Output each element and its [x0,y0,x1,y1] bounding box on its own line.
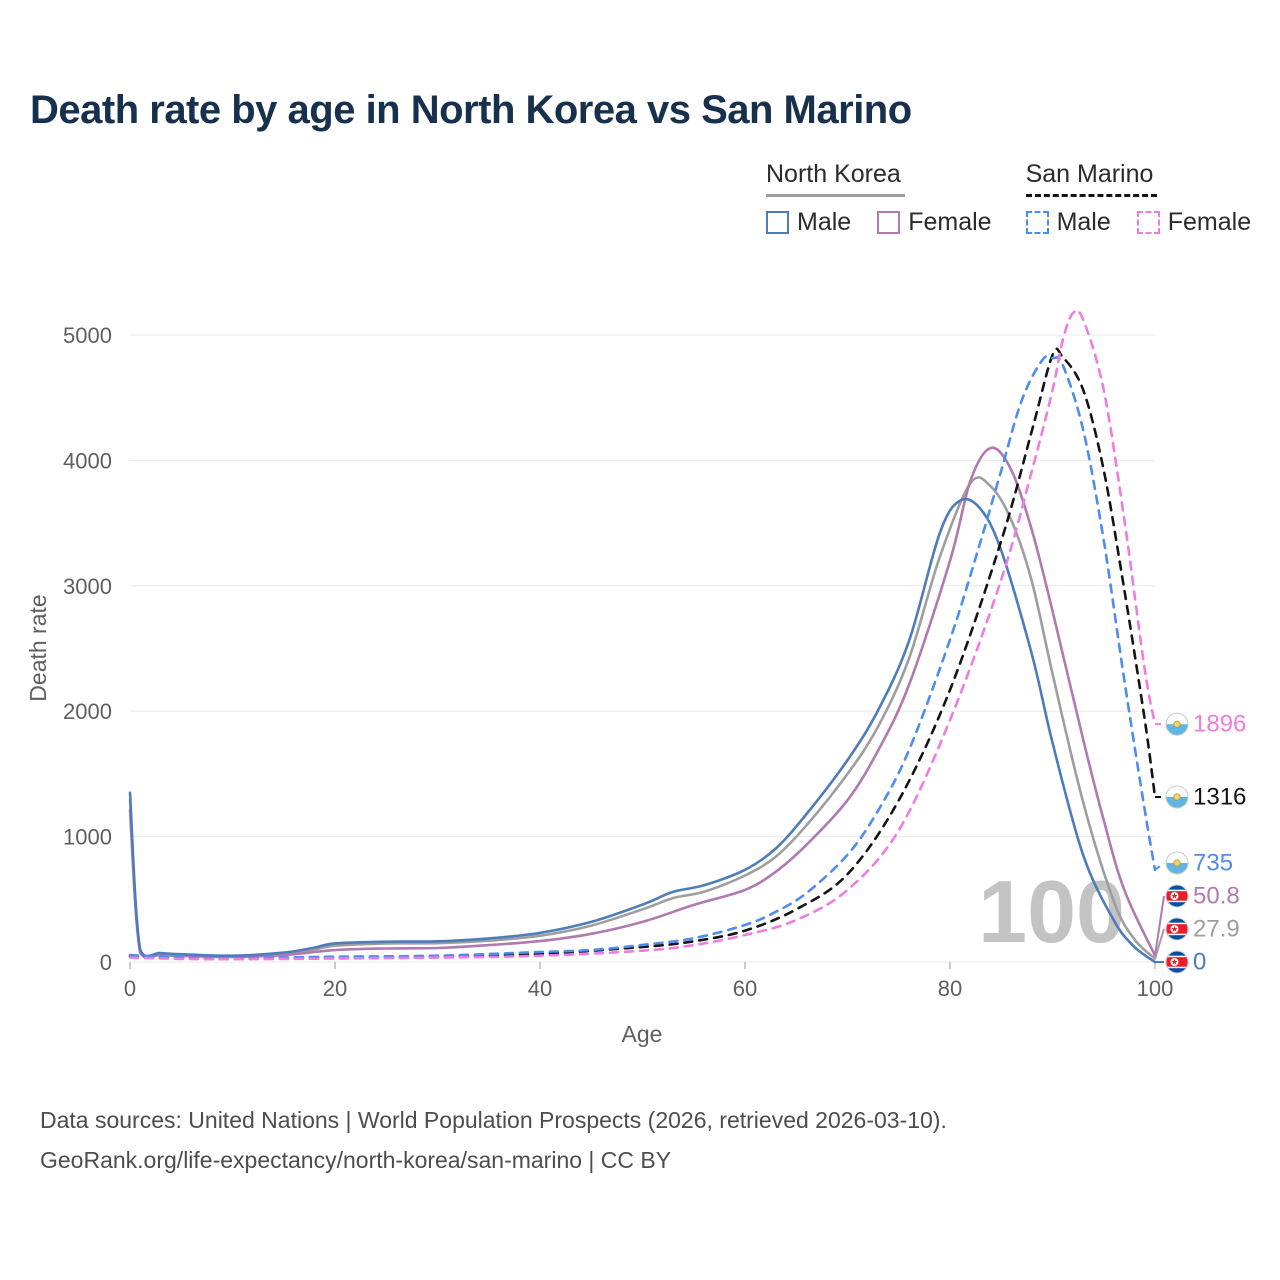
x-tick-label: 0 [124,976,136,1001]
x-tick-label: 60 [733,976,757,1001]
x-tick-label: 80 [938,976,962,1001]
death-rate-chart: 0 1000 2000 3000 4000 5000 0 20 40 60 80 100 100 Ag… [25,309,1246,1047]
end-label-value-san-marino-total: 1316 [1193,783,1246,810]
legend-label-north-korea-female: Female [908,208,992,236]
flag-icon-san-marino [1165,785,1189,809]
flag-icon-north-korea [1165,884,1189,908]
y-axis-label: Death rate [25,594,51,701]
legend-item-san-marino-male[interactable]: Male [1025,208,1111,237]
legend-label-north-korea-male: Male [797,208,852,236]
x-axis-label: Age [622,1021,663,1047]
legend-label-san-marino-female: Female [1167,208,1252,236]
series-line-north-korea-male [128,497,1157,964]
end-label-value-san-marino-male: 735 [1193,850,1233,877]
legend-item-san-marino-female[interactable]: Female [1136,208,1252,237]
annotation-layer: 0 27.9 50.8 735 1316 1896 [1154,711,1246,976]
end-label-value-north-korea-male: 0 [1193,949,1206,976]
legend: North Korea Male Female San Marino Male [766,160,1251,237]
end-label-connector-san-marino-male [1154,862,1165,871]
legend-label-san-marino-male: Male [1056,208,1111,236]
x-tick-label: 20 [323,976,347,1001]
legend-swatch-north-korea-male [766,211,789,234]
end-label-connector-north-korea-total [1154,928,1165,959]
end-label-connector-north-korea-female [1154,895,1165,956]
footer-attribution[interactable]: GeoRank.org/life-expectancy/north-korea/… [40,1147,672,1173]
grid-layer: 0 1000 2000 3000 4000 5000 0 20 40 60 80 100 [63,323,1173,1001]
x-tick-label: 100 [1137,976,1174,1001]
y-tick-label: 2000 [63,699,112,724]
series-layer [128,309,1157,964]
page-title: Death rate by age in North Korea vs San … [30,88,912,132]
x-tick-label: 40 [528,976,552,1001]
age-watermark: 100 [978,862,1125,961]
legend-group-north-korea: North Korea Male Female [766,160,992,237]
end-label-value-north-korea-total: 27.9 [1193,916,1240,943]
end-label-value-san-marino-female: 1896 [1193,711,1246,738]
flag-icon-san-marino [1165,712,1189,736]
flag-icon-north-korea [1165,950,1189,974]
series-line-san-marino-male [128,354,1157,960]
legend-group-san-marino: San Marino Male Female [1025,160,1252,237]
y-tick-label: 3000 [63,574,112,599]
end-label-value-north-korea-female: 50.8 [1193,883,1240,910]
chart-area: 0 1000 2000 3000 4000 5000 0 20 40 60 80 100 100 Ag… [0,250,1280,1085]
legend-group-title-san-marino[interactable]: San Marino [1025,160,1158,197]
y-tick-label: 4000 [63,448,112,473]
y-tick-label: 0 [100,950,112,975]
legend-swatch-san-marino-female [1136,211,1160,234]
legend-items-san-marino: Male Female [1025,208,1252,237]
y-tick-label: 1000 [63,825,112,850]
y-tick-label: 5000 [63,323,112,348]
legend-swatch-north-korea-female [877,211,901,234]
series-line-san-marino-female [128,309,1157,961]
series-line-north-korea-female [128,446,1157,959]
legend-item-north-korea-female[interactable]: Female [877,208,992,237]
legend-item-north-korea-male[interactable]: Male [766,208,851,237]
legend-swatch-san-marino-male [1025,211,1049,234]
footer: Data sources: United Nations | World Pop… [40,1100,947,1180]
legend-items-north-korea: Male Female [766,208,992,237]
flag-icon-north-korea [1165,917,1189,941]
legend-group-title-north-korea[interactable]: North Korea [766,160,905,197]
footer-data-sources: Data sources: United Nations | World Pop… [40,1107,947,1133]
flag-icon-san-marino [1165,851,1189,875]
